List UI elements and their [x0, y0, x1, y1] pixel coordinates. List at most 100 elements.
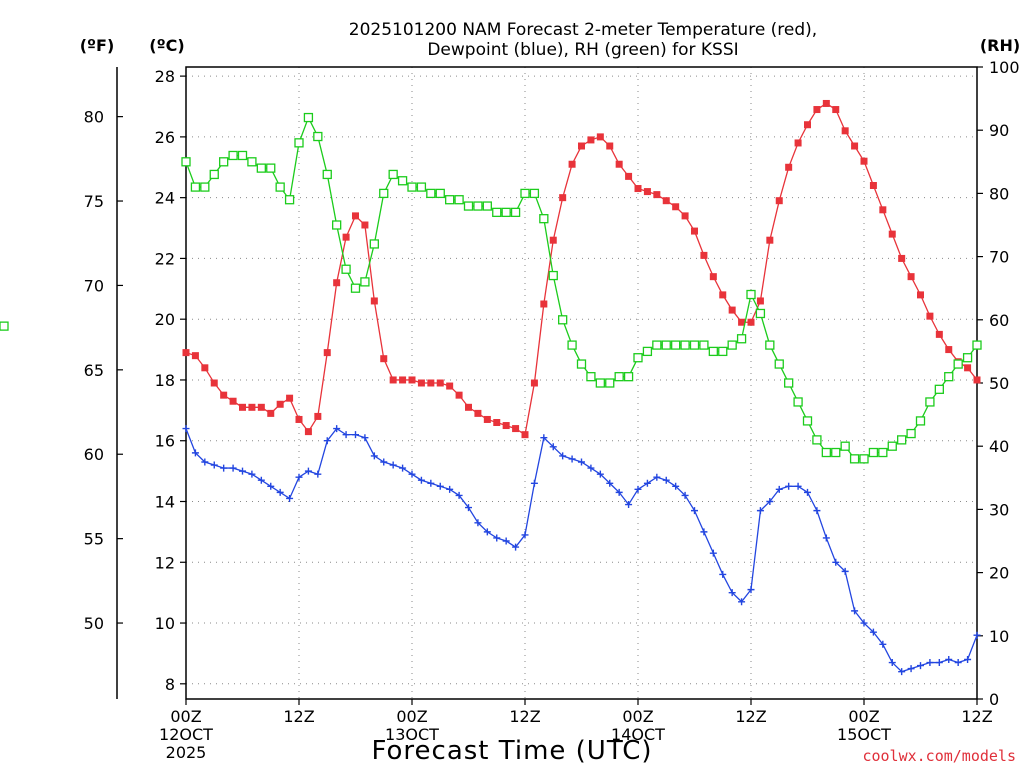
temperature-point: [653, 191, 661, 199]
temperature-point: [728, 306, 736, 314]
temperature-point: [615, 160, 623, 168]
rh-point: [878, 447, 888, 458]
x-tick-date-label: 12OCT: [159, 725, 213, 744]
dewpoint-point: [455, 491, 463, 499]
dewpoint-point: [625, 501, 633, 509]
temperature-point: [427, 379, 435, 387]
rh-tick-label: 30: [989, 500, 1009, 519]
temperature-point: [248, 403, 256, 411]
x-tick-label: 00Z: [396, 707, 427, 726]
dewpoint-point: [578, 458, 585, 466]
dewpoint-point: [973, 631, 981, 639]
rh-point: [209, 169, 219, 180]
dewpoint-point: [907, 665, 915, 673]
temperature-point: [860, 157, 868, 165]
dewpoint-point: [775, 485, 783, 493]
rh-point: [586, 372, 596, 382]
rh-tick-label: 100: [989, 58, 1020, 77]
temperature-point: [304, 428, 312, 436]
rh-point: [755, 308, 766, 319]
temperature-point: [587, 136, 595, 144]
temperature-point: [276, 400, 284, 408]
dewpoint-point: [399, 464, 407, 472]
rh-point: [510, 207, 521, 218]
rh-point: [200, 182, 210, 192]
temperature-point: [926, 312, 934, 320]
dewpoint-point: [813, 507, 821, 515]
rh-point: [887, 441, 897, 451]
temperature-point: [549, 236, 557, 244]
temperature-point: [813, 106, 821, 114]
rh-tick-label: 70: [989, 248, 1009, 267]
temperature-series: [182, 99, 981, 439]
celsius-tick-label: 8: [165, 675, 175, 694]
temperature-point: [559, 194, 567, 202]
temperature-point: [465, 403, 472, 411]
dewpoint-point: [606, 479, 614, 487]
temperature-point: [681, 212, 689, 220]
rh-point: [699, 340, 709, 350]
dewpoint-point: [304, 467, 312, 475]
rh-point: [934, 384, 944, 394]
dewpoint-point: [945, 656, 953, 663]
rh-point: [520, 188, 530, 199]
fahrenheit-tick-label: 70: [84, 276, 104, 295]
rh-point: [765, 340, 775, 350]
temperature-point: [672, 203, 680, 211]
dewpoint-point: [672, 482, 680, 490]
temperature-point: [370, 297, 378, 305]
rh-point: [284, 195, 295, 205]
dewpoint-point: [587, 464, 595, 472]
rh-point: [332, 220, 342, 230]
rh-point: [746, 289, 756, 300]
temperature-point: [851, 142, 859, 150]
credit-text: coolwx.com/models: [862, 747, 1016, 765]
rh-point: [539, 214, 549, 224]
rh-point: [774, 359, 784, 369]
dewpoint-point: [521, 531, 529, 539]
rh-point: [548, 270, 558, 281]
rh-tick-label: 80: [989, 184, 1009, 203]
dewpoint-point: [917, 662, 924, 670]
fahrenheit-tick-label: 60: [84, 445, 104, 464]
dewpoint-point: [794, 482, 802, 490]
dewpoint-point: [483, 528, 491, 536]
temperature-point: [474, 409, 482, 417]
temperature-point: [295, 415, 303, 423]
rh-point: [962, 353, 973, 363]
temperature-point: [446, 382, 454, 390]
rh-point: [445, 195, 455, 205]
temperature-point: [521, 431, 529, 439]
dewpoint-point: [954, 659, 962, 667]
rh-point: [388, 169, 398, 180]
temperature-point: [182, 349, 190, 357]
rh-point: [379, 188, 389, 199]
dewpoint-point: [728, 589, 736, 597]
rh-point: [897, 435, 907, 445]
plot-frame: [185, 66, 978, 700]
temperature-point: [352, 212, 359, 220]
temperature-point: [662, 197, 670, 205]
data-series: [0, 99, 982, 676]
dewpoint-point: [804, 488, 811, 496]
temperature-point: [935, 330, 943, 338]
temperature-point: [257, 403, 265, 411]
dewpoint-point: [323, 437, 331, 445]
dewpoint-point: [191, 449, 199, 457]
dewpoint-point: [389, 461, 397, 469]
rh-point: [831, 447, 841, 458]
celsius-tick-label: 16: [155, 432, 175, 451]
chart-title-line2: Dewpoint (blue), RH (green) for KSSI: [427, 40, 738, 60]
rh-point: [219, 157, 229, 167]
rh-tick-label: 0: [989, 690, 999, 709]
temperature-point: [945, 346, 953, 354]
temperature-point: [210, 379, 218, 387]
rh-point: [915, 416, 926, 426]
celsius-tick-label: 28: [155, 67, 175, 86]
rh-point: [614, 372, 624, 382]
temperature-point: [794, 139, 802, 147]
temperature-point: [907, 273, 915, 281]
dewpoint-point: [276, 488, 284, 496]
rh-point: [708, 346, 718, 357]
